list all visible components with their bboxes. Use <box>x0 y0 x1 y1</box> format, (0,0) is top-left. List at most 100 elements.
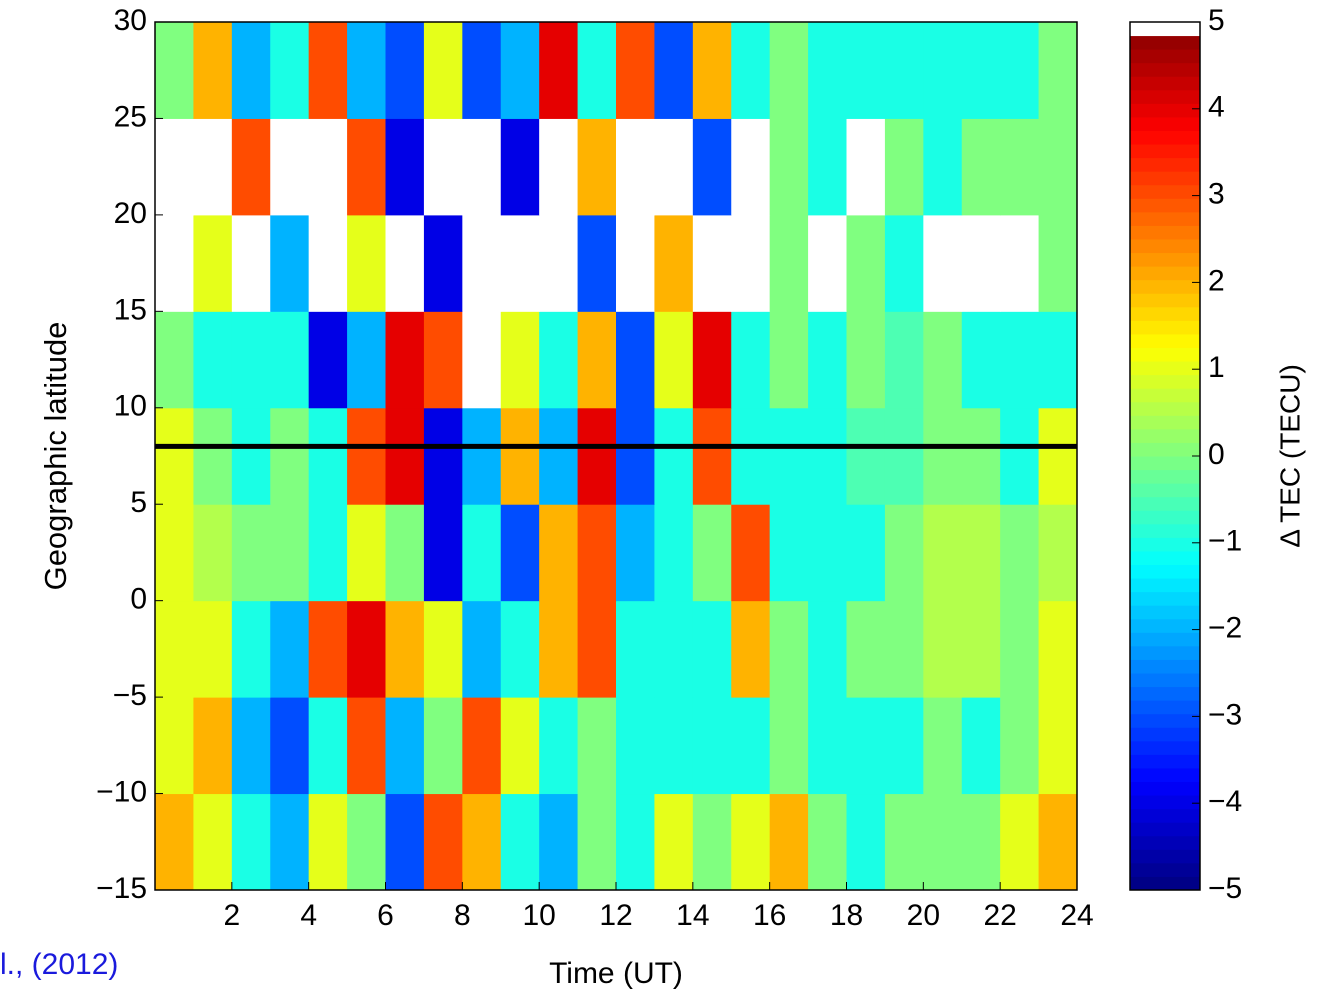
x-axis-label: Time (UT) <box>549 957 683 990</box>
colorbar-swatch <box>1130 35 1200 50</box>
heatmap-cell <box>616 600 655 698</box>
heatmap-cell <box>385 600 425 698</box>
heatmap-cell <box>539 214 579 312</box>
heatmap-cell <box>1000 118 1040 216</box>
heatmap-cell <box>654 600 694 698</box>
heatmap-cell <box>808 793 847 891</box>
colorbar-tick-label: 0 <box>1208 438 1225 471</box>
heatmap-cell <box>884 311 924 409</box>
colorbar-swatch <box>1130 157 1200 172</box>
heatmap-cell <box>884 600 924 698</box>
heatmap-cell <box>231 214 271 312</box>
heatmap-cell <box>347 118 386 216</box>
heatmap-cell <box>270 793 310 891</box>
heatmap-cell <box>347 697 386 795</box>
colorbar-swatch <box>1130 645 1200 660</box>
colorbar-swatch <box>1130 279 1200 294</box>
heatmap-cell <box>1000 504 1040 602</box>
colorbar-tick-label: 3 <box>1208 178 1225 211</box>
heatmap-cell <box>270 311 310 409</box>
heatmap-cell <box>846 504 886 602</box>
heatmap-cell <box>961 214 1001 312</box>
colorbar-swatch <box>1130 727 1200 742</box>
heatmap-cell <box>270 697 310 795</box>
heatmap-cell <box>616 407 655 505</box>
heatmap-cell <box>1038 793 1078 891</box>
heatmap-cell <box>961 22 1001 119</box>
heatmap-cell <box>423 214 463 312</box>
colorbar-tick-label: −3 <box>1208 698 1242 731</box>
heatmap-cell <box>462 793 502 891</box>
heatmap-cell <box>961 311 1001 409</box>
heatmap-cell <box>1038 407 1078 505</box>
heatmap-cell <box>347 793 386 891</box>
heatmap-cell <box>423 407 463 505</box>
heatmap-cell <box>462 214 502 312</box>
heatmap-cell <box>1038 311 1078 409</box>
heatmap-cell <box>539 600 579 698</box>
colorbar-swatch <box>1130 795 1200 810</box>
colorbar-swatch <box>1130 862 1200 877</box>
colorbar-swatch <box>1130 632 1200 647</box>
heatmap-cell <box>539 407 579 505</box>
heatmap-cell <box>462 504 502 602</box>
heatmap-cell <box>500 118 540 216</box>
heatmap-cell <box>577 697 617 795</box>
heatmap-cell <box>155 600 194 698</box>
x-tick-label: 6 <box>377 899 394 932</box>
heatmap-cell <box>731 407 771 505</box>
heatmap-cell <box>1000 697 1040 795</box>
colorbar-swatch <box>1130 456 1200 471</box>
colorbar-swatch <box>1130 306 1200 321</box>
heatmap-cell <box>654 504 694 602</box>
heatmap-cell <box>808 214 847 312</box>
heatmap-cell <box>423 311 463 409</box>
colorbar-tick-label: −1 <box>1208 525 1242 558</box>
citation: l., (2012) <box>0 948 118 981</box>
heatmap-cell <box>385 697 425 795</box>
heatmap-cell <box>961 504 1001 602</box>
heatmap-cell <box>539 697 579 795</box>
colorbar-swatch <box>1130 89 1200 104</box>
y-tick-label: 20 <box>114 197 147 230</box>
heatmap-cell <box>270 214 310 312</box>
heatmap-cell <box>808 697 847 795</box>
heatmap-cell <box>731 118 771 216</box>
colorbar-tick-label: 5 <box>1208 4 1225 37</box>
heatmap-cell <box>385 407 425 505</box>
heatmap-cell <box>577 118 617 216</box>
colorbar-swatch <box>1130 211 1200 226</box>
y-tick-label: −5 <box>113 679 147 712</box>
colorbar-swatch <box>1130 333 1200 348</box>
heatmap-cell <box>923 697 963 795</box>
heatmap-cell <box>731 600 771 698</box>
heatmap-cell <box>769 407 809 505</box>
heatmap-cell <box>846 600 886 698</box>
heatmap-cell <box>385 118 425 216</box>
heatmap-cell <box>731 793 771 891</box>
heatmap-cell <box>692 22 732 119</box>
heatmap-cell <box>500 22 540 119</box>
colorbar-swatch <box>1130 700 1200 715</box>
heatmap-cell <box>308 504 348 602</box>
heatmap-cell <box>347 214 386 312</box>
colorbar-swatch <box>1130 767 1200 782</box>
colorbar-swatch <box>1130 808 1200 823</box>
heatmap-cell <box>923 311 963 409</box>
heatmap-cell <box>1038 22 1078 119</box>
y-tick-label: 5 <box>130 486 147 519</box>
heatmap-cell <box>923 407 963 505</box>
y-axis-label: Geographic latitude <box>38 322 73 591</box>
heatmap-cell <box>769 311 809 409</box>
heatmap-cell <box>731 214 771 312</box>
colorbar-swatch <box>1130 564 1200 579</box>
heatmap-cell <box>500 504 540 602</box>
heatmap-cell <box>193 697 233 795</box>
colorbar-swatch <box>1130 876 1200 891</box>
heatmap-cell <box>308 214 348 312</box>
heatmap-cell <box>577 214 617 312</box>
heatmap-cell <box>308 407 348 505</box>
y-tick-label: −15 <box>96 872 147 905</box>
heatmap-cell <box>961 407 1001 505</box>
heatmap-cell <box>577 793 617 891</box>
